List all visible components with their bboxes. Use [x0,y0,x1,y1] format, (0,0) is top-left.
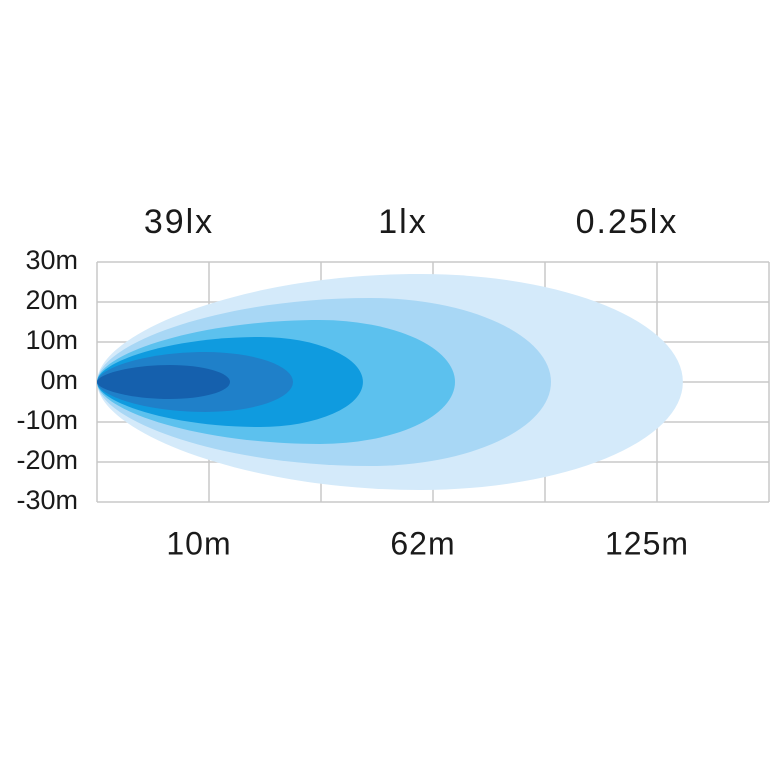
beam-pattern [97,274,683,490]
distance-label: 125m [605,525,689,561]
lux-label: 39lx [144,203,214,241]
distance-label: 10m [166,525,231,561]
lux-label: 0.25lx [576,203,679,241]
y-axis-label: -20m [16,445,78,475]
y-axis-label: 20m [25,285,78,315]
y-axis-label: -30m [16,485,78,515]
labels: 30m 20m 10m 0m -10m -20m -30m 39lx 1lx 0.25lx 10m 6… [16,203,689,561]
y-axis-label: 0m [40,365,78,395]
y-axis-label: 30m [25,245,78,275]
lux-label: 1lx [378,203,427,241]
beam-lobe [97,365,230,399]
y-axis-label: -10m [16,405,78,435]
y-axis-label: 10m [25,325,78,355]
distance-label: 62m [390,525,455,561]
